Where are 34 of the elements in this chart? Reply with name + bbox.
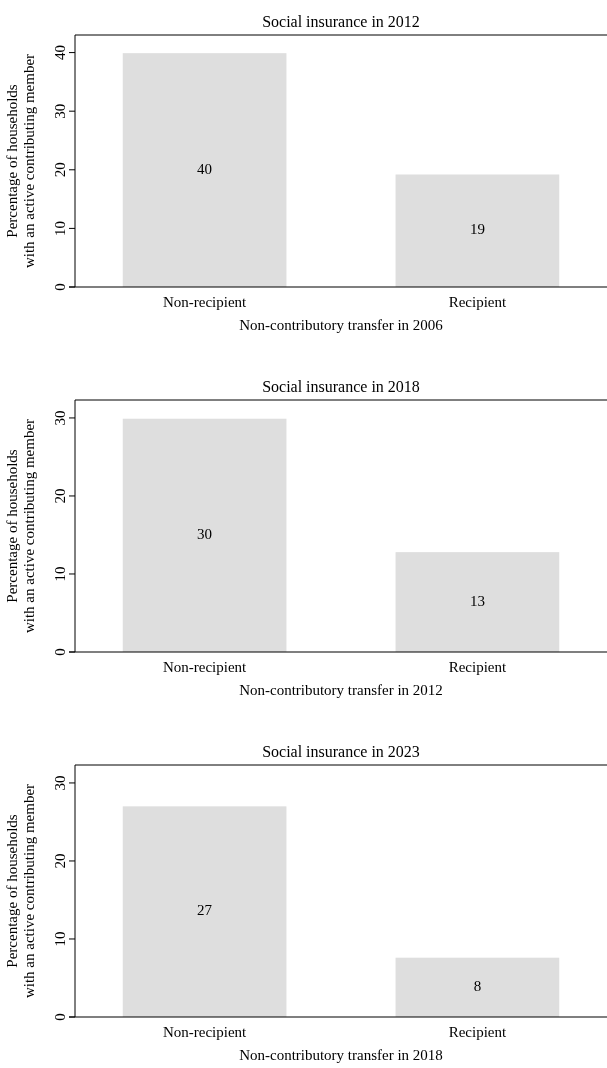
x-tick-label: Non-recipient [162, 1024, 248, 1040]
y-axis-title: Percentage of households with an active contributing member [4, 53, 37, 269]
y-tick-label: 10 [52, 220, 68, 236]
data-label: 19 [469, 221, 485, 238]
y-tick-label: 20 [52, 853, 68, 869]
y-tick-label: 0 [52, 648, 68, 656]
y-tick-label: 0 [52, 1013, 68, 1021]
y-tick-label: 40 [52, 45, 68, 61]
y-tick-label: 10 [52, 931, 68, 947]
y-tick-label: 20 [52, 162, 68, 178]
x-tick-label: Non-recipient [162, 659, 248, 675]
chart-title: Social insurance in 2012 [262, 13, 420, 30]
x-axis-title: Non-contributory transfer in 2006 [239, 317, 444, 333]
x-tick-label: Recipient [448, 294, 507, 310]
y-tick-label: 30 [52, 410, 68, 426]
chart-title: Social insurance in 2023 [262, 743, 420, 760]
x-axis-title: Non-contributory transfer in 2012 [239, 682, 443, 698]
data-label: 27 [197, 902, 213, 919]
data-label: 13 [469, 592, 485, 609]
x-tick-label: Non-recipient [162, 294, 248, 310]
y-axis-title: Percentage of households with an active contributing member [4, 783, 37, 999]
chart-title: Social insurance in 2018 [262, 378, 420, 395]
data-label: 40 [197, 160, 213, 177]
x-tick-label: Recipient [448, 659, 507, 675]
x-tick-label: Recipient [448, 1024, 507, 1040]
data-label: 30 [197, 525, 213, 542]
y-tick-label: 20 [52, 488, 68, 504]
y-axis-title: Percentage of households with an active contributing member [4, 418, 37, 634]
y-tick-label: 30 [52, 103, 68, 119]
data-label: 8 [473, 977, 482, 994]
y-tick-label: 0 [52, 283, 68, 291]
x-axis-title: Non-contributory transfer in 2018 [239, 1047, 443, 1063]
y-tick-label: 30 [52, 775, 68, 791]
y-tick-label: 10 [52, 566, 68, 582]
